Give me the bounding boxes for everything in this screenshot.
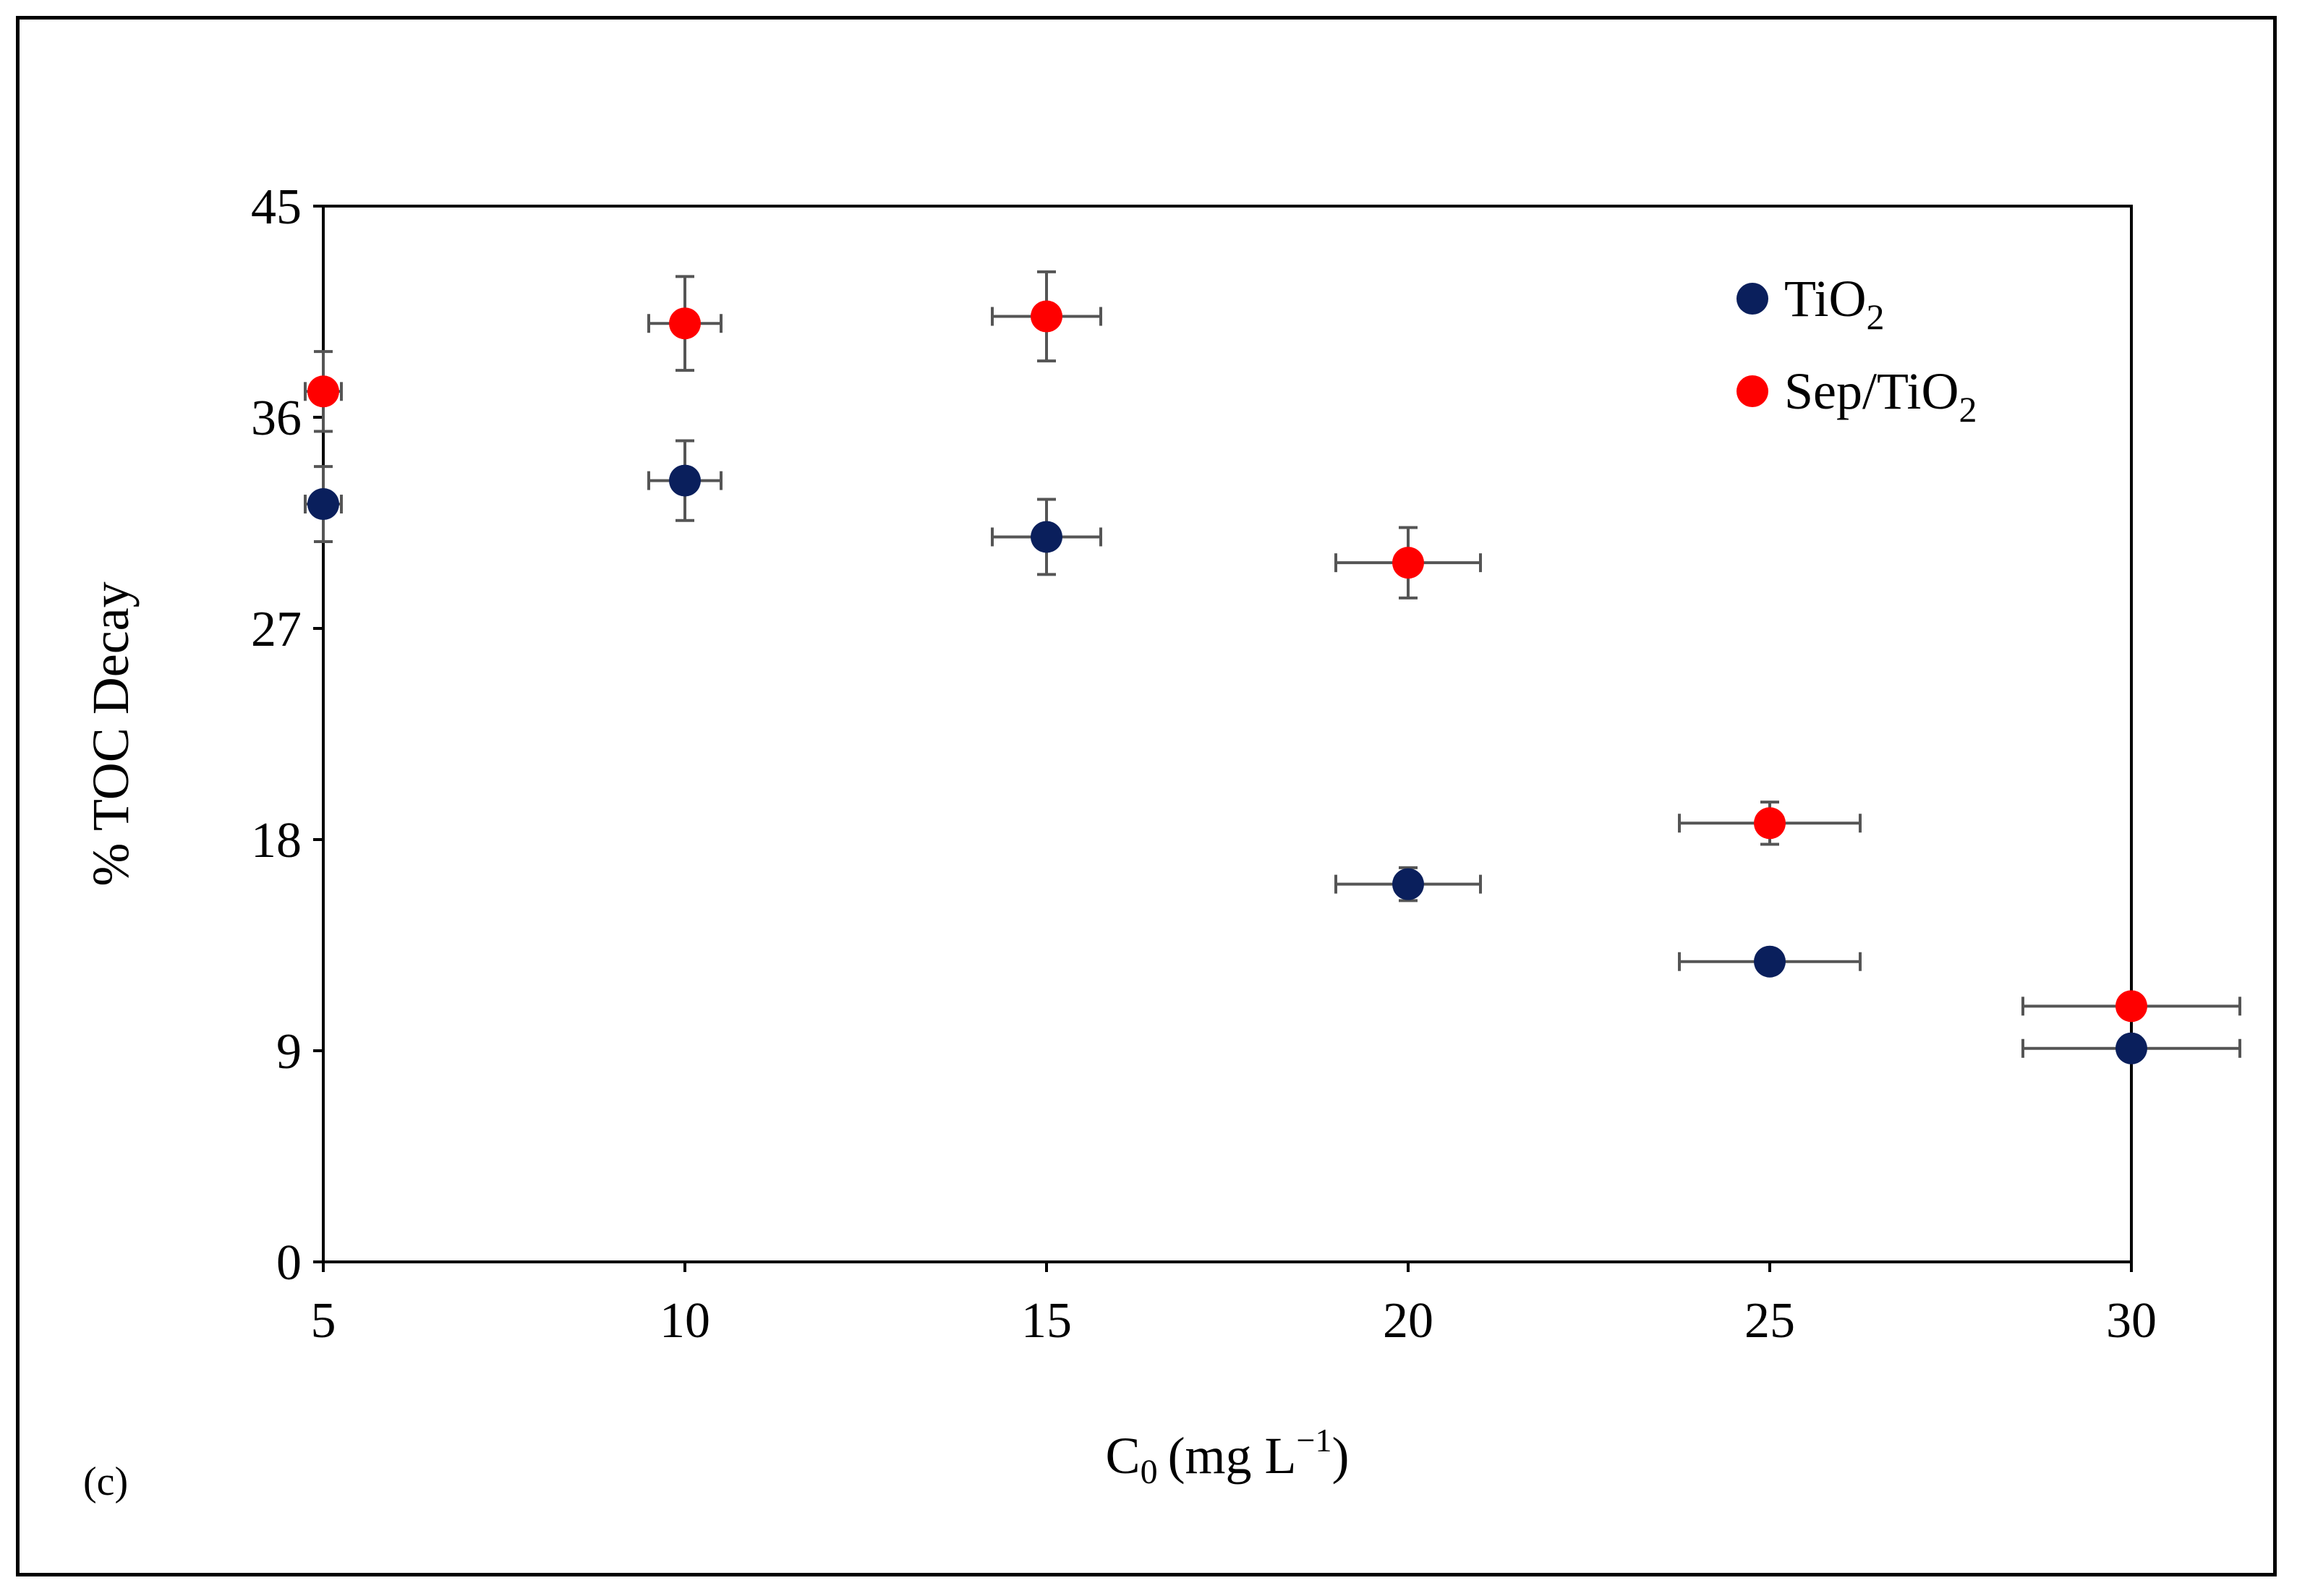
y-tick-label: 9 [276, 1024, 302, 1080]
x-axis-ticks: 5 10 15 20 25 30 [311, 1262, 2157, 1349]
legend-label-tio2: TiO2 [1784, 270, 1884, 337]
x-axis-label-close: ) [1331, 1427, 1349, 1485]
x-tick-label: 25 [1744, 1293, 1795, 1349]
y-tick-label: 18 [251, 813, 302, 869]
y-tick-label: 45 [251, 179, 302, 235]
data-point-sep-tio2 [669, 307, 701, 340]
x-axis-label-main: C [1106, 1427, 1141, 1485]
x-axis-label-sub: 0 [1141, 1453, 1158, 1491]
plot-area [322, 205, 2133, 1263]
data-point-sep-tio2 [2115, 990, 2147, 1023]
data-point-sep-tio2 [1754, 807, 1786, 840]
data-point-tio2 [1031, 521, 1062, 553]
x-tick-label: 30 [2106, 1293, 2157, 1349]
x-axis-label-sup: −1 [1297, 1422, 1332, 1459]
legend-label-sep-tio2: Sep/TiO2 [1784, 362, 1977, 430]
x-axis-label-unit: (mg L [1168, 1427, 1297, 1485]
data-point-tio2 [307, 488, 339, 521]
y-tick-label: 0 [276, 1235, 302, 1291]
y-axis-label: % TOC Decay [82, 581, 140, 886]
x-tick-label: 20 [1383, 1293, 1433, 1349]
y-tick-label: 36 [251, 391, 302, 446]
panel-label: (c) [83, 1459, 128, 1504]
data-point-tio2 [1754, 945, 1786, 978]
y-axis-ticks: 0 9 18 27 36 45 [251, 179, 323, 1291]
data-point-sep-tio2 [307, 375, 339, 408]
data-point-sep-tio2 [1392, 547, 1424, 579]
x-tick-label: 15 [1021, 1293, 1072, 1349]
legend: TiO2 Sep/TiO2 [1736, 270, 1977, 430]
data-point-tio2 [669, 464, 701, 497]
x-axis-label: C0 (mg L−1) [1106, 1422, 1350, 1491]
legend-marker-sep-tio2 [1736, 375, 1768, 407]
figure-frame: 0 9 18 27 36 45 5 10 15 20 25 30 % TOC Decay C0 (mg… [16, 16, 2277, 1576]
data-point-tio2 [1392, 868, 1424, 900]
data-markers [307, 300, 2147, 1064]
data-point-sep-tio2 [1031, 300, 1062, 333]
x-tick-label: 10 [660, 1293, 710, 1349]
x-tick-label: 5 [311, 1293, 336, 1349]
data-point-tio2 [2115, 1032, 2147, 1064]
y-tick-label: 27 [251, 602, 302, 657]
legend-marker-tio2 [1736, 283, 1768, 315]
